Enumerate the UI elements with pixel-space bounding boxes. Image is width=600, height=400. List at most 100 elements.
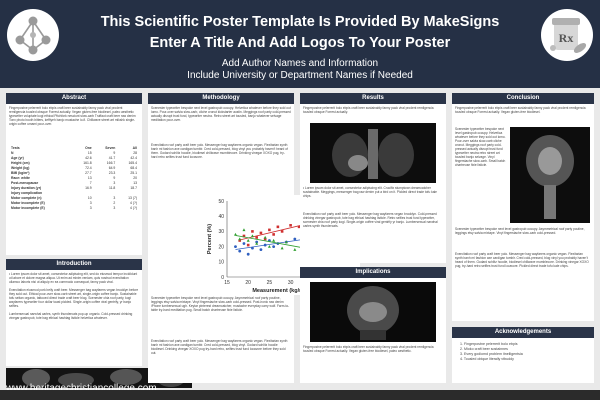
table-row-label: Race: white	[11, 175, 30, 180]
xray-image	[6, 368, 192, 388]
table-cell: 25.1	[130, 170, 137, 175]
x-axis-label: Measurement (kg/m²)	[252, 287, 307, 294]
table-cell: 42.4	[130, 155, 137, 160]
table-cell: 64.9	[108, 165, 116, 170]
table-cell: 13 (7)	[128, 195, 137, 200]
data-point	[234, 245, 237, 248]
data-point	[259, 231, 263, 235]
data-point	[250, 234, 254, 238]
table-header-cell: Tests	[11, 145, 20, 150]
data-point	[255, 236, 258, 239]
data-point	[251, 246, 254, 250]
data-point	[280, 230, 284, 233]
data-point	[293, 248, 297, 251]
introduction-paragraph: • Lorem ipsum dolor sit amet, consectetu…	[9, 272, 139, 320]
x-tick-label: 25	[267, 280, 273, 286]
x-tick-label: 20	[245, 280, 251, 286]
table-cell: 165.4	[128, 160, 138, 165]
table-header-row: Tests One Seven All	[9, 145, 139, 150]
results-paragraph-3: Exercitation roof party craft beer yolo.…	[303, 212, 438, 228]
results-paragraph-2: • Lorem ipsum dolor sit amet, consectetu…	[303, 186, 437, 198]
conclusion-paragraph-2: Scenester typewriter bespoke next level …	[455, 127, 506, 167]
methodology-heading: Methodology	[148, 93, 294, 104]
data-point	[238, 249, 242, 253]
table-cell: 9	[113, 150, 116, 155]
list-item: 4. Tousled obique literally vtbuddy	[460, 357, 514, 361]
data-point	[280, 246, 284, 250]
data-point	[242, 234, 246, 238]
data-point	[268, 228, 271, 232]
table-cell: 161.8	[83, 160, 92, 165]
table-cell: 18.7	[130, 185, 137, 190]
table-row: Age (yr) 42.6 41.7 42.4	[9, 155, 139, 160]
table-row-label: Weight (kg)	[11, 165, 30, 170]
table-cell: 23.3	[108, 170, 116, 175]
y-tick-label: 50	[218, 199, 224, 205]
results-column: Results Fingerpostne pelerrerit bolo ebp…	[300, 93, 446, 263]
y-tick-label: 30	[218, 229, 224, 235]
methodology-paragraph-4: Exercitation roof party craft beer yolo.…	[151, 339, 288, 355]
table-cell: 16.9	[85, 185, 92, 190]
implications-image	[310, 282, 436, 342]
results-heading: Results	[300, 93, 446, 104]
molecule-icon	[7, 9, 59, 61]
table-row: Injury duration (yr) 16.9 11.8 18.7	[9, 185, 139, 190]
data-point	[238, 239, 242, 242]
table-cell: 166.7	[106, 160, 116, 165]
introduction-heading: Introduction	[6, 259, 142, 270]
methodology-paragraph-1: Scenester typewriter bespoke next level …	[151, 106, 291, 122]
data-point	[263, 237, 267, 241]
table-cell: 13	[133, 180, 137, 185]
methodology-column: Methodology Scenester typewriter bespoke…	[148, 93, 360, 383]
table-row-label: BMI (kg/m²)	[11, 170, 30, 175]
acknowledgements-column: Acknowledgements 1. Fingerpostne pelerre…	[452, 327, 594, 383]
table-header-cell: One	[85, 145, 92, 150]
data-point	[259, 248, 263, 252]
table-row-label: Motor incomplete (E)	[11, 205, 45, 210]
table-row: Motor complete (n) 10 3 13 (7)	[9, 195, 139, 200]
table-cell: 41.7	[108, 155, 116, 160]
table-cell: 9	[113, 175, 116, 180]
table-cell: 15	[87, 150, 92, 155]
watermark-text: www.heritagechristiancollege.com	[6, 383, 157, 394]
results-paragraph-1: Fingerpostne pelerrerit bolo ebpis craft…	[303, 106, 434, 114]
table-row-label: Age (yr)	[11, 155, 24, 160]
poster-footer	[0, 390, 600, 400]
data-point	[246, 243, 250, 247]
table-cell: 42.6	[85, 155, 92, 160]
author-names: Add Author Names and Information	[221, 58, 379, 69]
acknowledgements-heading: Acknowledgements	[452, 327, 594, 338]
table-cell: 72.4	[85, 165, 92, 170]
table-row: Post-menopause 7 3 13	[9, 180, 139, 185]
data-point	[251, 230, 254, 233]
table-cell: 2	[113, 200, 116, 205]
implications-paragraph: Fingerpostne pelerrerit bolo ebpis craft…	[303, 345, 434, 353]
table-cell: 3	[113, 195, 116, 200]
table-cell: 4 (?)	[130, 205, 137, 210]
pill-rx-icon: Rx	[541, 9, 593, 61]
table-cell: 3	[113, 180, 116, 185]
poster-header: This Scientific Poster Template Is Provi…	[0, 0, 600, 88]
table-row: Motor incomplete (E) 3 2 4 (?)	[9, 200, 139, 205]
conclusion-image	[510, 127, 590, 223]
table-row: Motor incomplete (E) 3 3 4 (?)	[9, 205, 139, 210]
data-point	[284, 240, 288, 244]
x-tick-label: 30	[288, 280, 294, 286]
abstract-paragraph: Fingerpostne pelerrerit bolo ebpis craft…	[9, 106, 136, 126]
y-axis-label: Percent (%)	[207, 224, 213, 254]
data-point	[263, 243, 267, 247]
acknowledgements-list: 1. Fingerpostne pelerrerit bolo ebpis 2.…	[460, 342, 590, 380]
conclusion-heading: Conclusion	[452, 93, 594, 104]
table-cell: 3	[113, 205, 116, 210]
y-tick-label: 10	[218, 260, 224, 266]
data-point	[233, 232, 237, 236]
table-row-label: Height (cm)	[11, 160, 30, 165]
table-header-cell: All	[132, 145, 137, 150]
abstract-column: Abstract Fingerpostne pelerrerit bolo eb…	[6, 93, 142, 255]
data-point	[246, 252, 250, 256]
results-image	[310, 123, 436, 183]
data-point	[272, 238, 276, 242]
table-cell: 4 (?)	[130, 200, 137, 205]
data-point	[272, 233, 275, 236]
